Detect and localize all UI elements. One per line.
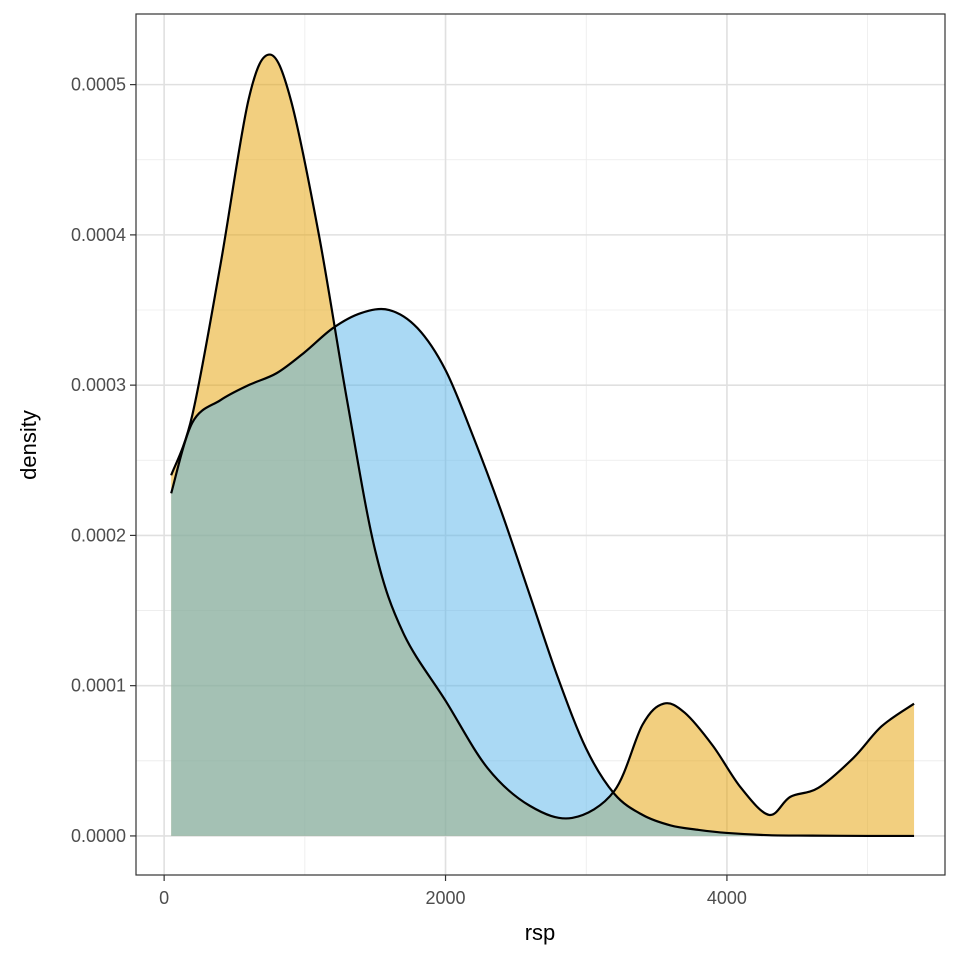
x-axis-title: rsp bbox=[525, 920, 556, 945]
axes: 0 2000 4000 0.0000 0.0001 0.0002 0.0003 0.0004 0… bbox=[71, 75, 747, 908]
y-tick-label: 0.0002 bbox=[71, 525, 126, 545]
y-tick-label: 0.0003 bbox=[71, 375, 126, 395]
x-tick-label: 4000 bbox=[707, 888, 747, 908]
density-line-series-1 bbox=[170, 53, 915, 820]
y-tick-label: 0.0001 bbox=[71, 676, 126, 696]
density-areas bbox=[171, 54, 915, 836]
y-tick-label: 0.0005 bbox=[71, 75, 126, 95]
y-axis-title: density bbox=[16, 410, 41, 480]
y-tick-label: 0.0004 bbox=[71, 225, 126, 245]
x-tick-label: 0 bbox=[159, 888, 169, 908]
density-line-series-2 bbox=[170, 307, 915, 838]
y-tick-label: 0.0000 bbox=[71, 826, 126, 846]
density-area-series-2 bbox=[171, 308, 915, 836]
panel-border bbox=[135, 13, 946, 876]
x-tick-label: 2000 bbox=[426, 888, 466, 908]
density-lines bbox=[170, 53, 915, 838]
